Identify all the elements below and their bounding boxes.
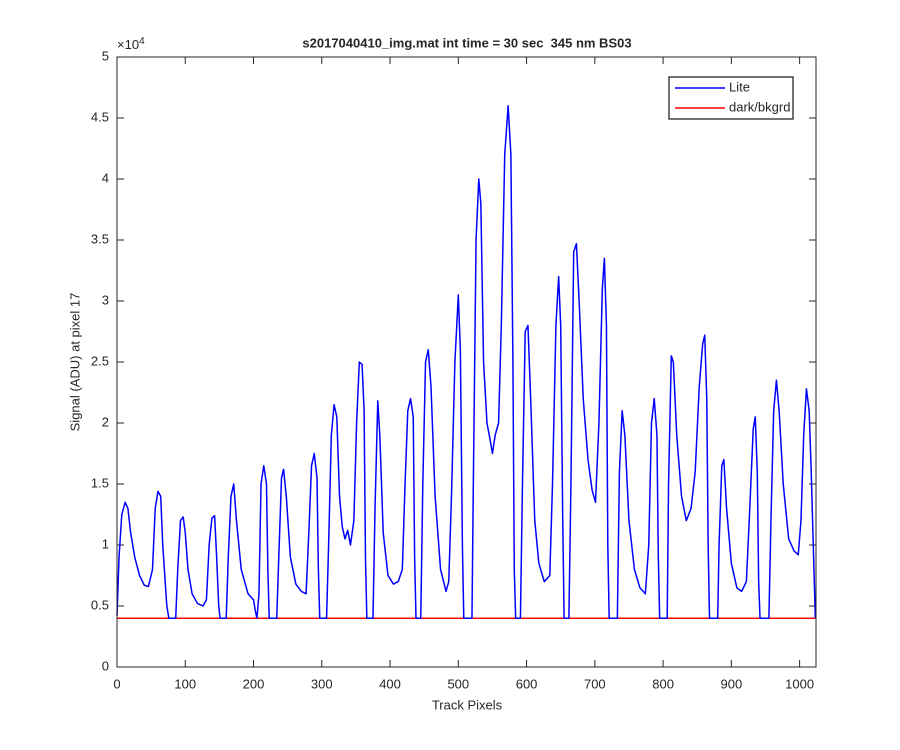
legend-box (668, 76, 794, 120)
x-tick-label: 400 (379, 676, 401, 691)
y-tick-label: 2.5 (91, 353, 109, 368)
y-tick-label: 0.5 (91, 597, 109, 612)
plot-area (117, 57, 816, 667)
legend-label: dark/bkgrd (729, 99, 790, 114)
chart-title: s2017040410_img.mat int time = 30 sec 34… (302, 35, 631, 50)
y-tick-label: 0 (102, 658, 109, 673)
data-line (116, 105, 817, 619)
y-tick-label: 3.5 (91, 231, 109, 246)
x-tick-label: 500 (447, 676, 469, 691)
y-multiplier-exponent: 4 (139, 36, 145, 47)
legend-label: Lite (729, 79, 750, 94)
y-multiplier-base: ×10 (117, 37, 139, 52)
y-tick-label: 4 (102, 170, 109, 185)
y-axis-label: Signal (ADU) at pixel 17 (67, 293, 82, 432)
x-tick-label: 300 (311, 676, 333, 691)
y-tick-label: 3 (102, 292, 109, 307)
y-tick-label: 1 (102, 536, 109, 551)
x-tick-label: 0 (113, 676, 120, 691)
y-tick-label: 4.5 (91, 109, 109, 124)
y-tick-label: 2 (102, 414, 109, 429)
x-tick-label: 800 (652, 676, 674, 691)
y-tick-label: 1.5 (91, 475, 109, 490)
y-multiplier: ×104 (117, 36, 145, 53)
x-tick-label: 700 (584, 676, 606, 691)
x-tick-label: 1000 (785, 676, 814, 691)
x-axis-label: Track Pixels (432, 697, 503, 712)
x-tick-label: 900 (721, 676, 743, 691)
axes-box (116, 56, 817, 668)
y-tick-label: 5 (102, 48, 109, 63)
x-tick-label: 600 (516, 676, 538, 691)
x-tick-label: 200 (243, 676, 265, 691)
x-tick-label: 100 (174, 676, 196, 691)
